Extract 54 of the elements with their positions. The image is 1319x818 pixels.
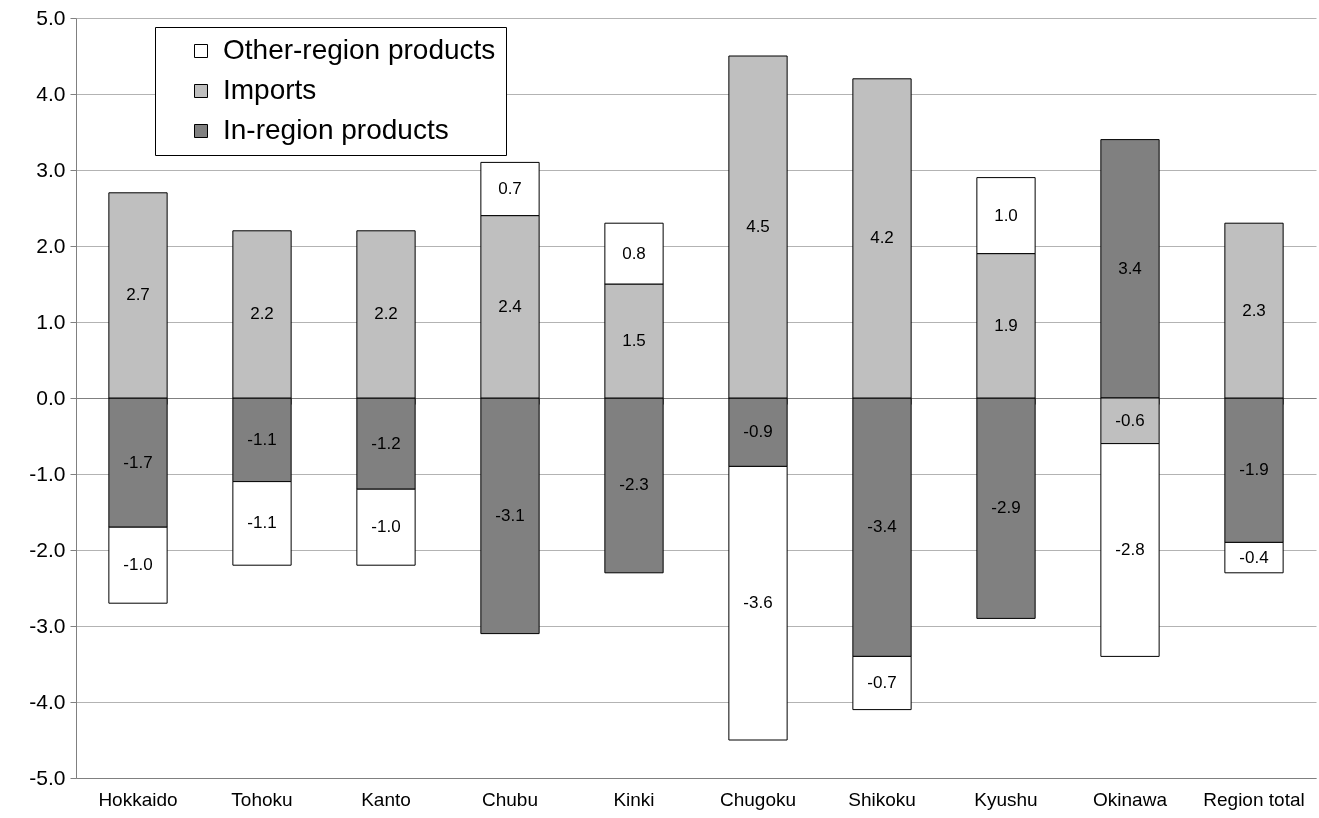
data-label: -0.6 bbox=[1115, 410, 1145, 430]
data-label: -1.1 bbox=[247, 513, 277, 533]
x-tick-label: Chubu bbox=[482, 788, 538, 810]
data-label: 2.2 bbox=[250, 304, 274, 324]
x-tick-label: Kinki bbox=[613, 788, 655, 810]
data-label: 2.4 bbox=[498, 296, 522, 316]
data-label: -1.0 bbox=[371, 517, 401, 537]
legend-label: Imports bbox=[223, 74, 317, 105]
y-tick-label: -3.0 bbox=[29, 613, 66, 637]
x-tick-label: Okinawa bbox=[1093, 788, 1168, 810]
data-label: 2.3 bbox=[1242, 300, 1266, 320]
data-label: 4.5 bbox=[746, 217, 770, 236]
data-label: 0.8 bbox=[622, 243, 646, 263]
y-tick-label: 4.0 bbox=[36, 81, 66, 105]
data-label: 2.7 bbox=[126, 285, 150, 305]
y-tick-label: 1.0 bbox=[36, 309, 66, 333]
x-tick-label: Chugoku bbox=[719, 788, 797, 810]
x-tick-label: Kanto bbox=[361, 788, 411, 810]
y-tick-label: 3.0 bbox=[36, 157, 66, 181]
data-label: -2.9 bbox=[991, 498, 1021, 518]
data-label: -1.9 bbox=[1239, 460, 1269, 480]
x-tick-label: Hokkaido bbox=[98, 788, 178, 810]
data-label: -1.1 bbox=[247, 429, 277, 449]
data-label: 1.9 bbox=[994, 315, 1018, 335]
data-label: -3.4 bbox=[867, 517, 897, 537]
data-label: 1.5 bbox=[622, 331, 646, 350]
y-tick-label: 2.0 bbox=[36, 233, 66, 257]
y-tick-label: 0.0 bbox=[36, 385, 66, 409]
data-label: -0.4 bbox=[1239, 547, 1269, 567]
y-tick-label: 5.0 bbox=[36, 5, 66, 29]
data-label: 0.7 bbox=[498, 179, 522, 198]
data-label: -3.6 bbox=[743, 593, 773, 613]
data-label: -1.2 bbox=[371, 433, 401, 453]
x-tick-label: Shikoku bbox=[848, 788, 916, 810]
data-label: -2.3 bbox=[619, 475, 649, 495]
y-tick-label: -4.0 bbox=[29, 689, 66, 713]
data-label: -1.7 bbox=[123, 452, 153, 472]
data-label: -3.1 bbox=[495, 505, 525, 525]
legend-label: Other-region products bbox=[223, 34, 496, 65]
data-label: 1.0 bbox=[994, 205, 1018, 225]
x-tick-label: Tohoku bbox=[231, 788, 293, 810]
x-tick-label: Region total bbox=[1203, 788, 1305, 810]
x-tick-label: Kyushu bbox=[974, 788, 1038, 810]
data-label: 2.2 bbox=[374, 304, 398, 324]
y-tick-label: -5.0 bbox=[29, 765, 66, 789]
y-tick-label: -2.0 bbox=[29, 537, 66, 561]
data-label: 3.4 bbox=[1118, 258, 1142, 278]
legend-label: In-region products bbox=[223, 114, 449, 145]
data-label: 4.2 bbox=[870, 228, 894, 248]
data-label: -0.9 bbox=[743, 422, 773, 442]
data-label: -0.7 bbox=[867, 673, 897, 692]
data-label: -1.0 bbox=[123, 555, 153, 575]
data-label: -2.8 bbox=[1115, 540, 1145, 559]
y-tick-label: -1.0 bbox=[29, 461, 66, 485]
